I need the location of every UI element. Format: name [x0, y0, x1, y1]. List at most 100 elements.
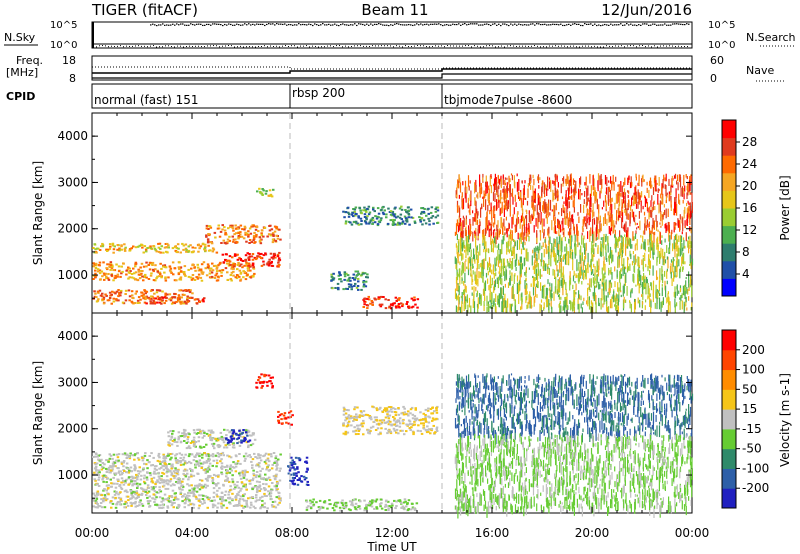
power-cell [525, 232, 527, 242]
power-cell [465, 296, 467, 301]
power-cell [619, 210, 621, 218]
power-cell [520, 293, 522, 301]
power-cell [392, 302, 395, 305]
power-cell [553, 180, 555, 186]
power-cell [376, 223, 380, 226]
power-cell [499, 266, 501, 277]
velocity-cell [192, 488, 196, 491]
power-cell [546, 188, 548, 196]
power-cell [193, 298, 197, 301]
power-cell [389, 219, 392, 222]
power-cell [395, 299, 398, 302]
power-cell [674, 210, 676, 216]
power-cell [560, 296, 562, 300]
power-cell [502, 285, 504, 295]
power-cell [506, 206, 508, 212]
power-cell [472, 210, 474, 214]
power-cell [464, 187, 466, 199]
power-cell [474, 233, 476, 239]
power-cell [658, 290, 660, 294]
velocity-cell [259, 507, 262, 510]
nsearch-dot [138, 45, 139, 47]
nsearch-dot [117, 45, 118, 47]
power-cell [572, 259, 574, 271]
power-cell [598, 229, 600, 240]
nsky-dot [516, 24, 518, 26]
power-cell [635, 258, 637, 263]
velocity-cell [123, 470, 126, 472]
power-cell [488, 257, 491, 266]
velocity-cell [129, 501, 132, 504]
nsearch-dot [540, 46, 541, 48]
power-cell [197, 244, 200, 247]
power-cell [407, 206, 410, 209]
power-cell [553, 238, 555, 244]
velocity-cell [158, 496, 162, 499]
velocity-cell [177, 498, 180, 501]
velocity-cell [236, 462, 240, 465]
nsky-dot [626, 23, 628, 25]
power-cell [195, 302, 199, 305]
power-cell [621, 241, 623, 250]
power-cell [527, 227, 529, 237]
power-cell [420, 207, 423, 210]
velocity-cell [258, 473, 262, 476]
power-cell [527, 252, 529, 262]
nsearch-dot [333, 46, 334, 48]
power-cell [342, 210, 345, 213]
power-cell [562, 255, 565, 260]
velocity-cell [158, 467, 161, 470]
power-cell [516, 218, 518, 222]
power-cell [623, 200, 626, 208]
power-cell [521, 224, 523, 235]
power-cell [661, 284, 663, 287]
velocity-cell [208, 458, 211, 461]
velocity-cell [167, 469, 170, 471]
power-cell [676, 284, 678, 296]
power-cell [203, 248, 206, 251]
power-cell [685, 174, 687, 178]
nsky-dot [184, 24, 186, 26]
power-cell [620, 234, 622, 238]
power-cell [464, 261, 466, 272]
power-cell [569, 277, 572, 285]
power-cell [661, 217, 663, 226]
power-cell [600, 251, 602, 257]
nsearch-dot [375, 45, 376, 47]
velocity-cell [261, 499, 264, 502]
power-cell [204, 243, 207, 246]
power-cell [645, 224, 647, 231]
power-cell [538, 249, 540, 260]
velocity-cell [231, 466, 234, 469]
nsearch-dot [321, 46, 322, 48]
velocity-cell [187, 476, 191, 479]
power-cell [560, 305, 562, 314]
velocity-cell [228, 480, 231, 483]
power-cell [182, 248, 185, 251]
nsearch-dot [480, 46, 481, 48]
nsky-dot [472, 23, 474, 25]
power-cell [523, 232, 525, 243]
velocity-cell [189, 492, 193, 494]
velocity-cell [278, 492, 281, 495]
power-cell [593, 263, 595, 268]
velocity-cell [162, 499, 165, 502]
power-cell [631, 288, 633, 294]
power-cell [640, 200, 642, 206]
power-cell [383, 209, 386, 212]
power-cell [608, 226, 610, 234]
power-cell [582, 261, 584, 271]
power-cell [468, 210, 470, 213]
power-cell [486, 181, 488, 194]
power-cell [539, 268, 541, 279]
power-cell [232, 270, 235, 273]
power-cell [265, 190, 268, 193]
power-cell [193, 266, 196, 269]
power-cell [569, 234, 571, 247]
power-cell [120, 265, 123, 268]
power-cell [219, 230, 223, 233]
power-cell [517, 191, 520, 197]
velocity-cell [133, 469, 136, 472]
velocity-cell [188, 467, 192, 470]
